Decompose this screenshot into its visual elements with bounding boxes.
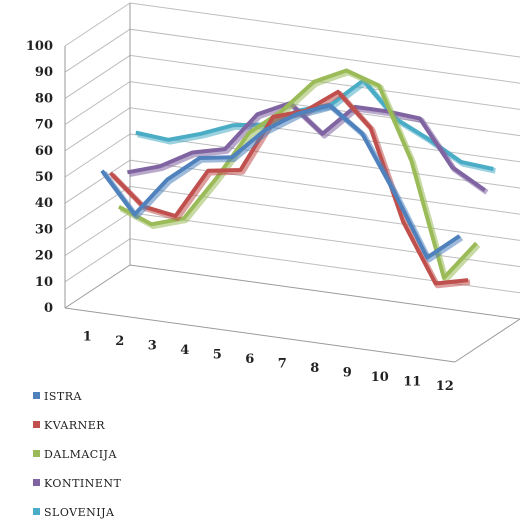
- y-tick-label: 100: [26, 39, 53, 54]
- x-tick-label: 6: [245, 352, 254, 367]
- x-tick-label: 12: [436, 379, 454, 394]
- y-tick-label: 60: [35, 144, 53, 159]
- x-tick-label: 5: [213, 347, 222, 362]
- y-axis-tick-labels: 0 10 20 30 40 50 60 70 80 90 100: [26, 39, 53, 316]
- legend-item: DALMACIJA: [33, 448, 117, 461]
- axis-line: [454, 318, 520, 363]
- x-tick-label: 10: [371, 370, 389, 385]
- legend-item: ISTRA: [33, 390, 83, 403]
- legend-label: KVARNER: [44, 419, 105, 432]
- x-tick-label: 7: [278, 356, 287, 371]
- x-tick-label: 9: [343, 365, 352, 380]
- x-tick-label: 1: [83, 329, 92, 344]
- legend-label: KONTINENT: [44, 477, 122, 490]
- y-tick-label: 90: [35, 65, 53, 80]
- chart-series: [100, 68, 496, 289]
- chart-legend: ISTRA KVARNER DALMACIJA KONTINENT SLOVENIJA: [33, 390, 122, 519]
- y-tick-label: 40: [35, 196, 53, 211]
- series-line: [100, 103, 464, 263]
- y-tick-label: 20: [35, 249, 53, 264]
- y-tick-label: 70: [35, 118, 53, 133]
- x-axis-tick-labels: 1 2 3 4 5 6 7 8 9 10 11 12: [83, 329, 454, 394]
- y-tick-label: 0: [44, 301, 53, 316]
- legend-swatch: [33, 508, 40, 515]
- legend-label: SLOVENIJA: [44, 506, 115, 519]
- series-line: [127, 101, 489, 195]
- x-tick-label: 2: [115, 334, 124, 349]
- x-tick-label: 8: [310, 361, 319, 376]
- legend-swatch: [33, 421, 40, 428]
- legend-item: KONTINENT: [33, 477, 122, 490]
- y-tick-label: 30: [35, 222, 53, 237]
- legend-swatch: [33, 479, 40, 486]
- legend-item: KVARNER: [33, 419, 105, 432]
- legend-label: DALMACIJA: [44, 448, 117, 461]
- legend-swatch: [33, 392, 40, 399]
- chart-axes: [64, 3, 520, 363]
- series-line-path: [100, 103, 461, 260]
- legend-label: ISTRA: [44, 390, 83, 403]
- x-tick-label: 3: [148, 338, 157, 353]
- y-tick-label: 80: [35, 91, 53, 106]
- axis-line: [64, 307, 456, 363]
- legend-swatch: [33, 450, 40, 457]
- y-tick-label: 50: [35, 170, 53, 185]
- x-tick-label: 11: [403, 374, 421, 389]
- x-tick-label: 4: [180, 343, 189, 358]
- legend-item: SLOVENIJA: [33, 506, 115, 519]
- series-line-path: [127, 101, 487, 193]
- y-tick-label: 10: [35, 275, 53, 290]
- series-line-path: [109, 89, 469, 286]
